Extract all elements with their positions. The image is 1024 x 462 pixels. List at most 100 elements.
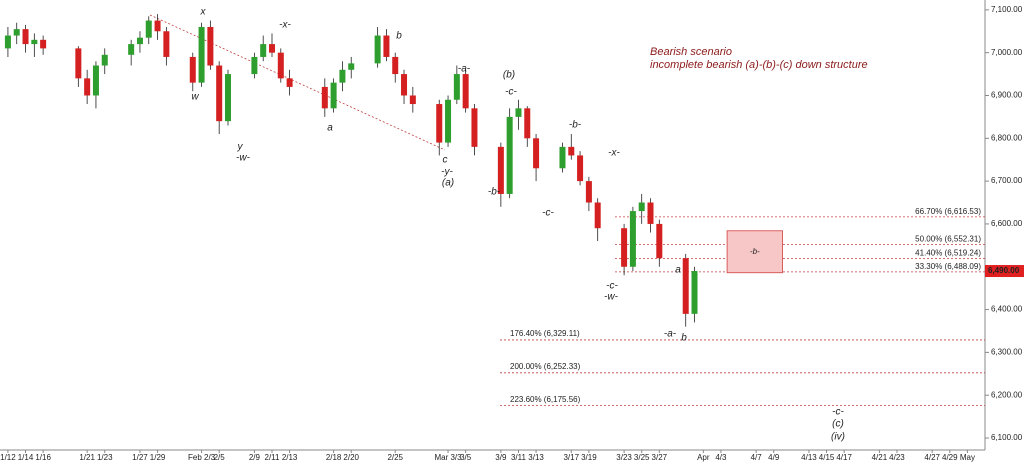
price-tag [985,265,1024,278]
x-tick-label: 2/25 [387,453,403,462]
annotation: -c- [505,87,517,98]
x-tick-label: 1/16 [35,453,51,462]
candle-body [682,258,689,314]
candle-body [401,74,408,96]
candle-body [268,44,275,53]
candle-body [559,146,566,169]
x-tick-label: 2/11 [265,453,281,462]
fib-label: 176.40% (6,329.11) [510,329,580,338]
x-tick-label: 1/27 [132,453,148,462]
candle-body [339,69,346,83]
x-tick-label: Mar 3/3 [434,453,462,462]
candle-body [506,116,513,194]
candle-body [568,146,575,156]
chart-subtitle: incomplete bearish (a)-(b)-(c) down stru… [650,59,868,71]
candle-body [383,35,390,57]
candle-body [497,146,504,194]
candle-body [392,56,399,75]
annotation: (c) [832,419,844,430]
candle-body [277,52,284,79]
price-tag-label: 6,490.00 [988,266,1020,275]
candle-body [629,211,636,267]
annotation: -c- [606,281,618,292]
x-tick-label: 1/21 [79,453,95,462]
annotation: (iv) [831,432,845,443]
annotation: y [237,142,244,153]
annotation: (b) [503,70,515,81]
x-tick-label: 1/12 [0,453,16,462]
x-tick-label: 3/11 [511,453,527,462]
x-tick-label: 3/17 [563,453,579,462]
y-tick-label: 6,700.00 [991,176,1023,185]
x-tick-label: 4/3 [715,453,727,462]
x-tick-label: 3/5 [460,453,472,462]
annotation: c [443,155,448,166]
annotation: (a) [442,178,454,189]
candle-body [260,44,267,57]
y-tick-label: 7,100.00 [991,5,1023,14]
annotation: -b- [488,187,501,198]
candle-body [224,74,231,122]
x-tick-label: 4/17 [836,453,852,462]
y-tick-label: 6,400.00 [991,305,1023,314]
x-tick-label: 2/5 [214,453,226,462]
fib-label: 66.70% (6,616.53) [915,207,981,216]
fib-label: 33.30% (6,488.09) [915,262,981,271]
annotation: -x- [608,148,620,159]
candle-body [515,108,522,117]
x-tick-label: 1/29 [150,453,166,462]
x-tick-label: 3/27 [652,453,668,462]
candle-body [84,78,91,96]
x-tick-label: 2/20 [343,453,359,462]
x-tick-label: 4/7 [751,453,763,462]
annotation: -w- [604,292,619,303]
candle-body [22,29,29,45]
annotation: -a- [458,64,471,75]
candle-body [189,56,196,83]
annotation: -c- [832,407,844,418]
x-tick-label: Feb 2/3 [188,453,216,462]
candle-body [128,44,135,55]
candle-body [647,202,654,224]
candle-body [4,35,11,49]
y-tick-label: 7,000.00 [991,48,1023,57]
annotation: w [191,92,199,103]
x-tick-label: 4/27 [924,453,940,462]
candle-body [330,82,337,109]
candle-body [286,78,293,87]
y-tick-label: 6,800.00 [991,133,1023,142]
x-tick-label: 4/9 [768,453,780,462]
annotation: -x- [279,20,291,31]
candle-body [577,155,584,182]
candle-body [436,104,443,143]
candle-body [216,65,223,122]
y-tick-label: 6,600.00 [991,219,1023,228]
candle-body [445,99,452,143]
annotation: a [327,123,333,134]
candle-body [453,74,460,100]
annotation: -c- [542,208,554,219]
candle-body [40,39,47,49]
x-tick-label: 3/13 [528,453,544,462]
x-tick-label: 1/23 [97,453,113,462]
x-tick-label: 3/9 [495,453,507,462]
annotation: -w- [236,153,251,164]
x-tick-label: 4/21 [872,453,888,462]
candle-body [154,20,161,32]
x-tick-label: 4/29 [942,453,958,462]
annotation: -b- [569,120,582,131]
candle-body [471,108,478,147]
y-tick-label: 6,900.00 [991,91,1023,100]
chart-title: Bearish scenario [650,46,732,58]
target-box [726,230,783,274]
candle-body [31,39,38,45]
x-tick-label: Apr [697,453,710,462]
x-tick-label: 4/23 [889,453,905,462]
x-tick-label: 2/9 [249,453,261,462]
candle-body [524,108,531,139]
candle-body [13,29,20,36]
annotation: b [681,333,687,344]
x-tick-label: 3/19 [581,453,597,462]
x-tick-label: May [960,453,975,462]
fib-label: 50.00% (6,552.31) [915,234,981,243]
